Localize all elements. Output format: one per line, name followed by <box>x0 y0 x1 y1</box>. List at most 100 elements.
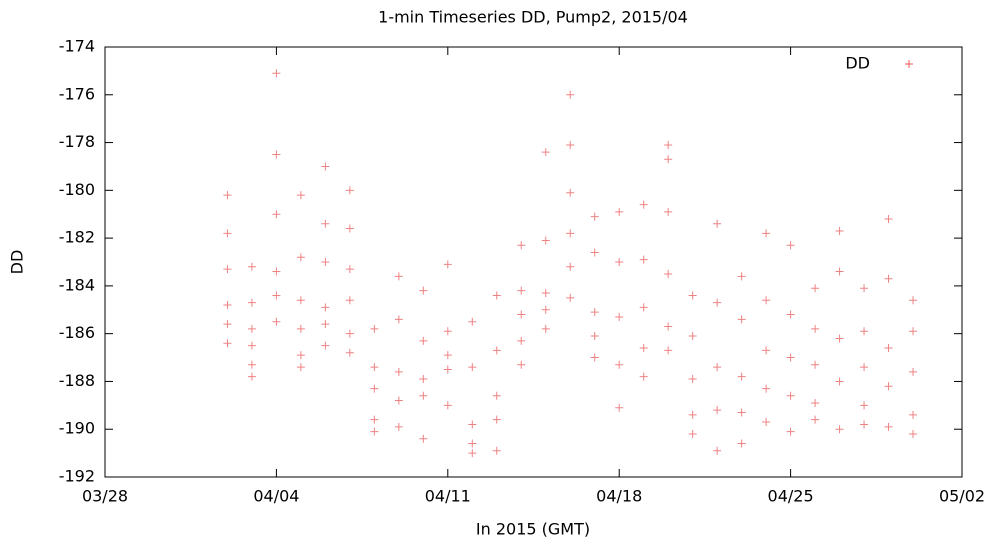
point <box>762 346 771 355</box>
point <box>223 320 232 329</box>
point <box>370 427 379 436</box>
point <box>345 296 354 305</box>
y-tick-label: -192 <box>59 467 95 486</box>
point <box>737 439 746 448</box>
point <box>492 446 501 455</box>
y-tick-label: -174 <box>59 37 95 56</box>
point <box>321 162 330 171</box>
point <box>223 229 232 238</box>
point <box>296 351 305 360</box>
point <box>272 267 281 276</box>
point <box>296 296 305 305</box>
point <box>664 207 673 216</box>
point <box>541 289 550 298</box>
point <box>615 207 624 216</box>
point <box>688 332 697 341</box>
point <box>541 324 550 333</box>
point <box>786 391 795 400</box>
point <box>541 305 550 314</box>
point <box>443 351 452 360</box>
chart-title: 1-min Timeseries DD, Pump2, 2015/04 <box>378 8 688 27</box>
point <box>590 332 599 341</box>
x-tick-label: 04/11 <box>425 487 471 506</box>
point <box>370 384 379 393</box>
point <box>272 291 281 300</box>
point <box>247 341 256 350</box>
point <box>909 410 918 419</box>
point <box>492 291 501 300</box>
point <box>811 360 820 369</box>
point <box>860 284 869 293</box>
point <box>419 375 428 384</box>
point <box>590 248 599 257</box>
point <box>345 348 354 357</box>
point <box>247 324 256 333</box>
plot-frame <box>104 46 963 478</box>
point <box>664 346 673 355</box>
point <box>835 226 844 235</box>
point <box>639 344 648 352</box>
point <box>664 155 673 164</box>
point <box>762 229 771 238</box>
point <box>223 301 232 309</box>
x-tick-label: 05/02 <box>939 487 985 506</box>
point <box>247 360 256 369</box>
point <box>566 140 575 149</box>
point <box>468 363 477 372</box>
point <box>884 382 893 391</box>
point <box>468 439 477 448</box>
point <box>419 391 428 400</box>
point <box>394 396 403 405</box>
point <box>321 219 330 228</box>
point <box>566 229 575 238</box>
point <box>884 422 893 431</box>
point <box>688 430 697 438</box>
point <box>835 377 844 386</box>
point <box>247 262 256 271</box>
point <box>370 415 379 424</box>
point <box>566 293 575 302</box>
point <box>713 406 722 415</box>
point <box>688 375 697 384</box>
point <box>321 303 330 312</box>
point <box>737 272 746 281</box>
point <box>517 286 526 295</box>
point <box>394 367 403 376</box>
point <box>615 360 624 369</box>
point <box>247 372 256 381</box>
point <box>811 324 820 333</box>
legend-label: DD <box>845 54 870 73</box>
point <box>223 191 232 200</box>
point <box>811 284 820 293</box>
point <box>272 317 281 326</box>
point <box>517 336 526 345</box>
point <box>590 353 599 362</box>
point <box>860 327 869 336</box>
point <box>492 391 501 400</box>
point <box>884 274 893 283</box>
point <box>492 415 501 424</box>
point <box>811 415 820 424</box>
point <box>345 265 354 274</box>
point <box>786 241 795 250</box>
point <box>713 446 722 455</box>
point <box>517 360 526 369</box>
legend-marker <box>905 60 913 68</box>
point <box>590 212 599 221</box>
point <box>762 296 771 305</box>
point <box>321 341 330 350</box>
point <box>296 363 305 372</box>
point <box>688 410 697 419</box>
point <box>860 401 869 410</box>
point <box>884 215 893 223</box>
point <box>811 398 820 407</box>
point <box>566 262 575 271</box>
y-tick-label: -178 <box>59 132 95 151</box>
x-tick-label: 03/28 <box>82 487 128 506</box>
point <box>566 90 575 99</box>
point <box>296 324 305 333</box>
point <box>688 291 697 300</box>
point <box>664 322 673 331</box>
point <box>272 150 281 159</box>
